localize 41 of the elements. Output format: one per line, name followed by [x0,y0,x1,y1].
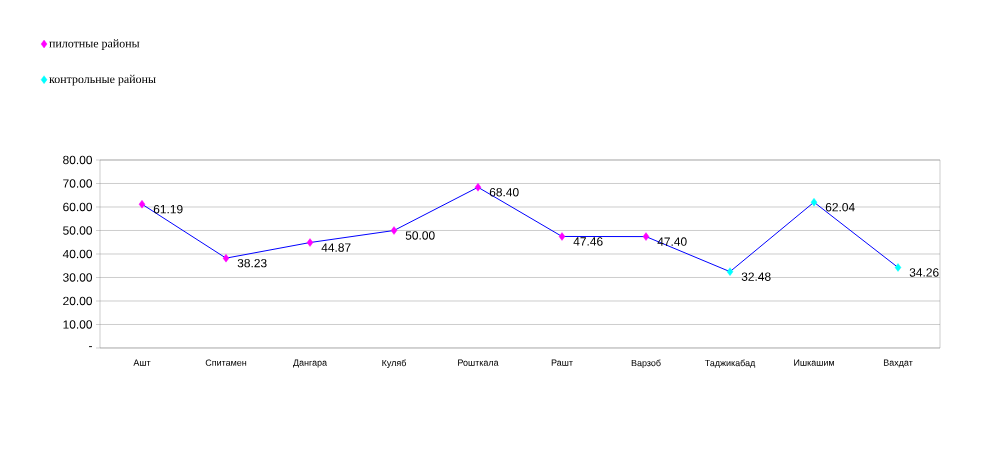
point [222,253,230,263]
data-label: 47.46 [573,237,603,246]
point [894,263,902,272]
point [810,198,818,207]
data-label: 47.40 [657,237,687,246]
data-label: 44.87 [321,243,351,252]
x-tick-label: Вахдат [883,359,913,368]
y-tick-label: 70.00 [63,179,93,188]
y-tick-label: 40.00 [62,249,93,259]
y-tick-label: 60.00 [63,202,93,212]
y-tick-label: - [89,346,92,348]
point [642,232,650,241]
data-label: 32.48 [741,272,771,281]
data-label: 50.00 [405,231,435,240]
point [138,199,146,209]
legend-label: пилотные районы [49,39,140,50]
x-tick-label: Рошткала [458,359,499,366]
point [558,232,566,241]
x-tick-label: Таджикабад [704,359,756,368]
x-tick-label: Варзоб [631,359,661,368]
x-tick-label: Ишкашим [794,359,834,366]
y-tick-label: 30.00 [63,273,93,282]
y-tick-label: 50.00 [63,226,93,235]
x-tick-label: Ашт [133,359,151,366]
data-label: 61.19 [153,204,183,214]
point [306,238,314,247]
data-label: 62.04 [825,202,855,212]
x-tick-label: Дангара [293,359,328,368]
x-tick-label: Куляб [382,359,407,368]
data-label: 34.26 [909,268,939,277]
x-tick-label: Спитамен [205,359,247,366]
y-tick-label: 10.00 [63,320,93,329]
y-tick-label: 20.00 [63,296,93,306]
data-label: 68.40 [489,188,519,197]
point [474,183,482,192]
point [726,267,734,276]
y-tick-label: 80.00 [63,155,93,165]
legend-label: контрольные районы [49,74,156,86]
point [390,226,398,235]
x-tick-label: Рашт [551,359,573,366]
data-label: 38.23 [237,258,267,268]
